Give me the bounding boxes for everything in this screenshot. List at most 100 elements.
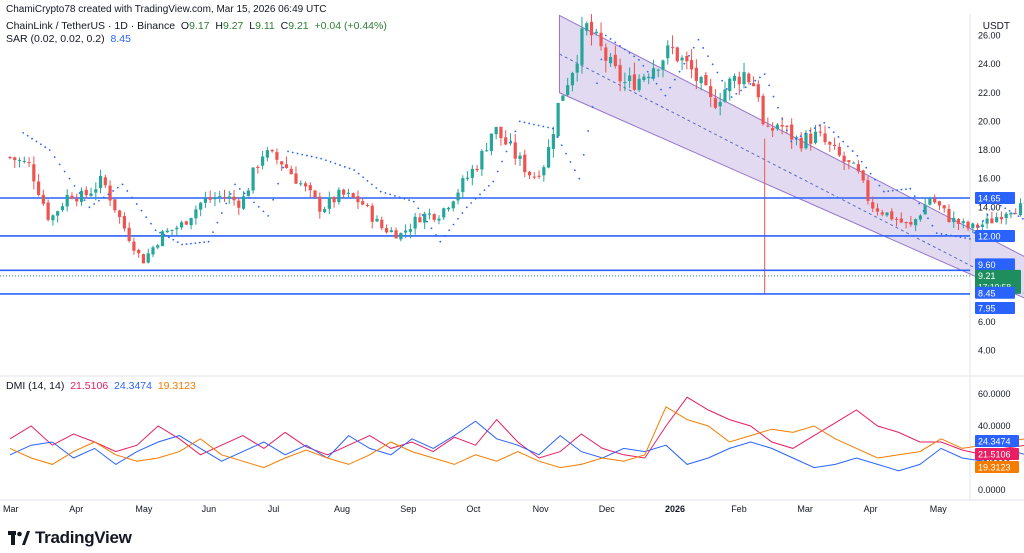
- candle-body: [351, 193, 355, 198]
- sar-dot: [163, 234, 166, 236]
- candle-body: [146, 253, 150, 263]
- candle-body: [465, 177, 470, 179]
- candle-body: [985, 218, 989, 224]
- candle-body: [852, 162, 856, 164]
- sar-dot: [628, 51, 631, 54]
- candle-body: [303, 183, 308, 187]
- sar-dot: [551, 127, 554, 130]
- sar-dot: [591, 106, 594, 108]
- sar-dot: [725, 87, 728, 90]
- candle-body: [813, 131, 818, 143]
- sar-dot: [688, 54, 690, 57]
- sar-dot: [697, 38, 700, 41]
- candle-body: [446, 207, 451, 210]
- candle-body: [947, 209, 951, 222]
- price-tick-label-1: 6.00: [978, 317, 996, 327]
- sar-dot: [131, 196, 133, 199]
- dmi-plus-value: 21.5106: [70, 380, 109, 392]
- sar-dot: [619, 45, 621, 47]
- candle-body: [270, 149, 274, 152]
- candle-body: [656, 69, 660, 71]
- sar-dot: [818, 124, 821, 127]
- sar-dots: [22, 34, 1024, 246]
- candle-body: [299, 183, 303, 185]
- sar-dot: [198, 241, 201, 244]
- sar-dot: [457, 217, 459, 220]
- sar-dot: [740, 89, 742, 92]
- sar-dot: [623, 48, 626, 51]
- candle-body: [203, 198, 208, 203]
- candle-body: [880, 212, 884, 215]
- candle-body: [732, 75, 737, 81]
- candle-body: [246, 190, 250, 197]
- candle-body: [1018, 203, 1023, 216]
- candle-body: [856, 164, 861, 172]
- sar-dot: [578, 177, 581, 180]
- sar-dot: [102, 196, 105, 199]
- candle-body: [942, 205, 946, 209]
- sar-dot: [716, 71, 719, 74]
- sar-dot: [225, 202, 228, 205]
- candle-body: [747, 73, 751, 83]
- sar-dot: [828, 126, 830, 129]
- sar-dot: [417, 207, 420, 210]
- candle-body: [332, 197, 336, 203]
- tradingview-logo[interactable]: TradingView: [8, 528, 132, 548]
- sar-dot: [986, 214, 989, 216]
- sar-dot: [306, 154, 308, 157]
- candle-body: [313, 190, 317, 198]
- sar-dot: [145, 216, 148, 219]
- sar-dot: [48, 149, 51, 151]
- sar-dot: [107, 193, 110, 196]
- dmi-minus-value: 24.3474: [114, 380, 152, 392]
- candle-body: [775, 124, 779, 129]
- candle-body: [651, 68, 656, 79]
- candle-body: [461, 178, 465, 193]
- sar-dot: [702, 47, 705, 49]
- sar-dot: [664, 94, 667, 97]
- sar-dot: [334, 162, 337, 165]
- sar-dot: [556, 136, 559, 138]
- sar-dot: [496, 170, 499, 173]
- candle-body: [585, 23, 589, 31]
- sar-dot: [533, 123, 535, 126]
- candle-body: [36, 181, 41, 195]
- dmi-tag-1-bg: [975, 448, 1019, 460]
- sar-dot: [514, 130, 517, 133]
- sar-dot: [190, 242, 192, 245]
- time-tick-label-13: Apr: [864, 504, 878, 514]
- candle-body: [175, 227, 179, 230]
- sar-dot: [375, 187, 378, 189]
- candle-body: [489, 133, 494, 152]
- sar-dot: [977, 225, 980, 228]
- time-tick-label-0: Mar: [3, 504, 19, 514]
- sar-dot: [931, 224, 934, 227]
- candle-body: [60, 206, 65, 211]
- candle-body: [79, 190, 84, 202]
- ohlc-open: 9.17: [189, 20, 210, 32]
- candle-body: [442, 208, 446, 218]
- level-tag-2-bg: [975, 258, 1015, 271]
- candle-body: [995, 217, 999, 223]
- candle-body: [318, 196, 322, 212]
- candle-body: [170, 229, 174, 231]
- candle-body: [527, 171, 532, 176]
- sar-dot: [891, 189, 894, 192]
- candle-body: [756, 84, 760, 98]
- sar-dot: [991, 208, 993, 210]
- sar-dot: [905, 188, 907, 191]
- dmi-tag-0: 24.3474: [978, 437, 1011, 447]
- candle-body: [404, 230, 408, 233]
- candle-body: [566, 85, 570, 96]
- candle-body: [456, 192, 460, 201]
- candle-body: [990, 218, 994, 224]
- ohlc-close: 9.21: [288, 20, 309, 32]
- sar-dot: [181, 243, 184, 246]
- candle-body: [952, 217, 956, 222]
- sar-dot: [257, 206, 260, 208]
- candle-body: [380, 219, 384, 229]
- sar-dot: [154, 229, 157, 232]
- candle-body: [199, 202, 203, 210]
- candle-body: [408, 229, 412, 232]
